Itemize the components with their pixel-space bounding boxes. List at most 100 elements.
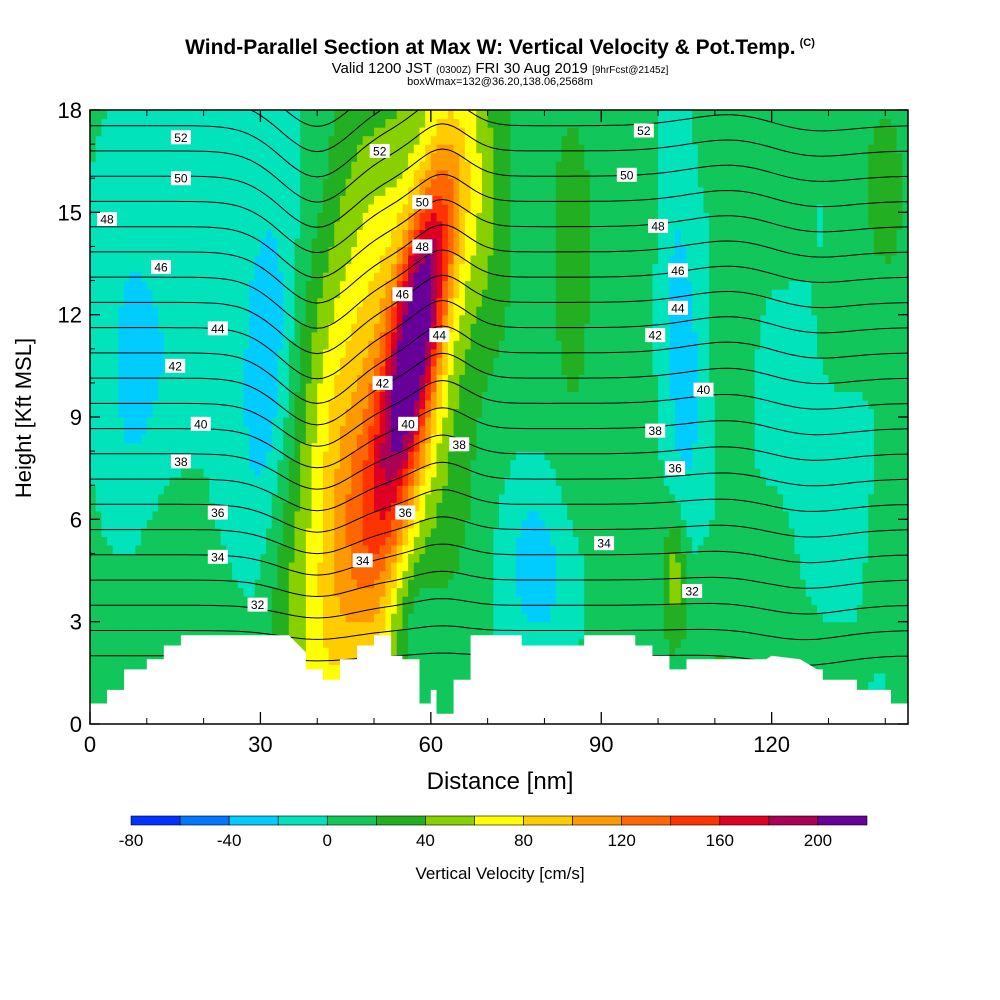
velocity-cell [748, 561, 756, 572]
velocity-cell [266, 493, 273, 503]
velocity-cell [175, 544, 182, 555]
velocity-cell [476, 442, 483, 452]
velocity-cell [197, 459, 205, 469]
velocity-cell [430, 613, 438, 623]
velocity-cell [328, 613, 335, 623]
velocity-cell [879, 647, 886, 657]
velocity-cell [834, 553, 841, 563]
velocity-cell [481, 527, 489, 537]
velocity-cell [873, 502, 881, 512]
velocity-cell [783, 510, 790, 520]
velocity-cell [419, 485, 426, 495]
velocity-cell [788, 476, 795, 486]
velocity-cell [834, 621, 841, 631]
velocity-cell [305, 647, 313, 657]
velocity-cell [232, 561, 239, 572]
velocity-cell [459, 630, 466, 640]
velocity-cell [890, 604, 898, 614]
velocity-cell [334, 621, 341, 631]
velocity-cell [430, 596, 438, 606]
velocity-cell [334, 587, 341, 597]
velocity-cell [226, 596, 233, 606]
velocity-cell [425, 425, 432, 435]
velocity-cell [311, 476, 318, 486]
velocity-cell [391, 527, 398, 537]
velocity-cell [288, 442, 296, 452]
velocity-cell [658, 493, 665, 503]
velocity-cell [856, 434, 864, 444]
velocity-cell [612, 553, 619, 563]
velocity-cell [805, 485, 813, 495]
velocity-cell [481, 451, 489, 461]
velocity-cell [669, 485, 676, 495]
velocity-cell [709, 647, 716, 657]
velocity-cell [266, 570, 273, 580]
velocity-cell [453, 459, 460, 469]
velocity-cell [243, 536, 250, 546]
velocity-cell [396, 476, 404, 486]
velocity-cell [720, 536, 727, 546]
velocity-cell [652, 579, 659, 589]
velocity-cell [748, 434, 756, 444]
velocity-cell [112, 672, 119, 682]
velocity-cell [822, 510, 830, 520]
velocity-cell [476, 587, 483, 597]
velocity-cell [822, 570, 830, 580]
velocity-cell [311, 485, 318, 495]
velocity-cell [675, 502, 682, 512]
velocity-cell [481, 476, 489, 486]
velocity-cell [788, 544, 795, 555]
velocity-cell [425, 544, 432, 555]
velocity-cell [141, 613, 148, 623]
velocity-cell [550, 613, 557, 623]
velocity-cell [890, 596, 898, 606]
velocity-cell [533, 604, 540, 614]
velocity-cell [141, 655, 148, 665]
velocity-cell [521, 579, 528, 589]
velocity-cell [243, 493, 250, 503]
velocity-cell [214, 544, 222, 555]
velocity-cell [180, 561, 188, 572]
velocity-cell [345, 459, 352, 469]
velocity-cell [561, 476, 568, 486]
velocity-cell [413, 587, 421, 597]
velocity-cell [606, 434, 614, 444]
velocity-cell [368, 485, 375, 495]
velocity-cell [714, 451, 722, 461]
velocity-cell [197, 570, 205, 580]
velocity-cell [436, 527, 443, 537]
velocity-cell [197, 630, 205, 640]
velocity-cell [288, 519, 296, 529]
velocity-cell [669, 434, 676, 444]
velocity-cell [601, 476, 608, 486]
velocity-cell [220, 596, 227, 606]
velocity-cell [902, 689, 908, 700]
velocity-cell [396, 570, 404, 580]
velocity-cell [606, 613, 614, 623]
velocity-cell [90, 485, 97, 495]
velocity-cell [379, 442, 386, 452]
velocity-cell [538, 570, 546, 580]
velocity-cell [425, 502, 432, 512]
velocity-cell [146, 553, 154, 563]
velocity-cell [163, 425, 171, 435]
velocity-cell [300, 561, 307, 572]
velocity-cell [118, 510, 125, 520]
velocity-cell [192, 570, 199, 580]
velocity-cell [135, 434, 142, 444]
velocity-cell [572, 459, 580, 469]
velocity-cell [578, 621, 585, 631]
velocity-cell [385, 468, 392, 478]
velocity-cell [396, 527, 404, 537]
velocity-cell [464, 510, 472, 520]
velocity-cell [266, 587, 273, 597]
velocity-cell [902, 655, 908, 665]
velocity-cell [845, 434, 852, 444]
velocity-cell [152, 502, 159, 512]
velocity-cell [890, 664, 898, 674]
velocity-cell [703, 596, 710, 606]
velocity-cell [890, 476, 898, 486]
velocity-cell [822, 638, 830, 648]
velocity-cell [794, 527, 801, 537]
velocity-cell [345, 510, 352, 520]
